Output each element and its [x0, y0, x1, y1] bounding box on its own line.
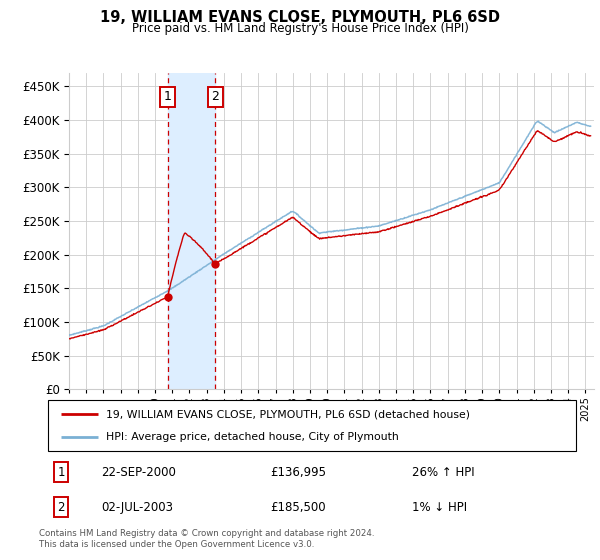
Text: Price paid vs. HM Land Registry's House Price Index (HPI): Price paid vs. HM Land Registry's House … [131, 22, 469, 35]
Text: £185,500: £185,500 [270, 501, 325, 514]
FancyBboxPatch shape [48, 400, 576, 451]
Text: 2: 2 [58, 501, 65, 514]
Text: HPI: Average price, detached house, City of Plymouth: HPI: Average price, detached house, City… [106, 432, 399, 442]
Text: 02-JUL-2003: 02-JUL-2003 [101, 501, 173, 514]
Text: £136,995: £136,995 [270, 465, 326, 479]
Text: 22-SEP-2000: 22-SEP-2000 [101, 465, 176, 479]
Text: 26% ↑ HPI: 26% ↑ HPI [412, 465, 475, 479]
Text: 2: 2 [211, 90, 219, 103]
Text: 1: 1 [164, 90, 172, 103]
Text: 1: 1 [58, 465, 65, 479]
Text: 1% ↓ HPI: 1% ↓ HPI [412, 501, 467, 514]
Text: Contains HM Land Registry data © Crown copyright and database right 2024.
This d: Contains HM Land Registry data © Crown c… [39, 529, 374, 549]
Text: 19, WILLIAM EVANS CLOSE, PLYMOUTH, PL6 6SD: 19, WILLIAM EVANS CLOSE, PLYMOUTH, PL6 6… [100, 10, 500, 25]
Text: 19, WILLIAM EVANS CLOSE, PLYMOUTH, PL6 6SD (detached house): 19, WILLIAM EVANS CLOSE, PLYMOUTH, PL6 6… [106, 409, 470, 419]
